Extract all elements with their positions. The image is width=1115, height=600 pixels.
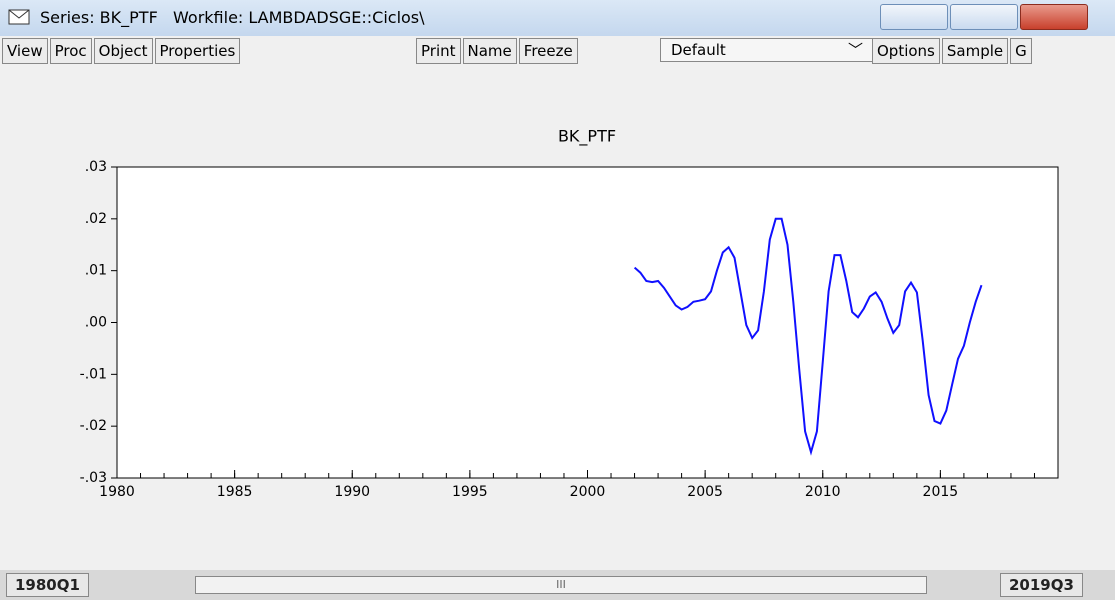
maximize-button[interactable] <box>950 4 1018 30</box>
range-start: 1980Q1 <box>6 573 89 597</box>
toolbar-button[interactable]: Print <box>416 38 461 64</box>
y-tick-label: -.01 <box>80 366 107 382</box>
dropdown-arrow: ﹀ <box>847 41 863 59</box>
toolbar-button[interactable]: Object <box>93 38 153 64</box>
y-tick-label: .01 <box>85 263 107 279</box>
scrollbar[interactable]: III <box>195 576 927 594</box>
y-tick-label: -.03 <box>80 470 107 486</box>
toolbar-button[interactable]: Options <box>872 38 940 64</box>
toolbar-button[interactable]: Freeze <box>518 38 578 64</box>
toolbar-button[interactable]: View <box>2 38 48 64</box>
toolbar-left: View Proc Object Properties <box>2 38 241 64</box>
minimize-button[interactable] <box>880 4 948 30</box>
x-tick-label: 2010 <box>805 484 841 500</box>
toolbar-button[interactable]: Sample <box>941 38 1009 64</box>
x-tick-label: 2015 <box>923 484 959 500</box>
x-tick-label: 1980 <box>99 484 135 500</box>
status-bar: 1980Q1 III 2019Q3 <box>0 570 1115 600</box>
x-tick-label: 1985 <box>217 484 253 500</box>
x-tick-label: 2000 <box>570 484 606 500</box>
toolbar-button[interactable]: Name <box>462 38 517 64</box>
y-tick-label: .03 <box>85 159 107 175</box>
x-tick-label: 2005 <box>687 484 723 500</box>
y-tick-label: .02 <box>85 211 107 227</box>
dropdown-text: Default <box>671 41 726 59</box>
close-button[interactable] <box>1020 4 1088 30</box>
toolbar-right: Options Sample G <box>872 38 1032 64</box>
chart-title: BK_PTF <box>558 127 616 147</box>
scroll-grip: III <box>556 578 566 591</box>
toolbar-button[interactable]: Properties <box>154 38 241 64</box>
plot-area <box>116 166 1059 479</box>
y-tick-label: -.02 <box>80 418 107 434</box>
toolbar-button[interactable]: Proc <box>49 38 92 64</box>
series-line <box>633 217 983 456</box>
x-tick-label: 1990 <box>334 484 370 500</box>
y-tick-label: .00 <box>85 315 107 331</box>
range-end: 2019Q3 <box>1000 573 1083 597</box>
window-icon <box>8 9 30 25</box>
title-bar: Series: BK_PTF Workfile: LAMBDADSGE::Cic… <box>0 0 1115 36</box>
x-tick-label: 1995 <box>452 484 488 500</box>
view-dropdown[interactable]: Default ﹀ <box>660 38 876 62</box>
toolbar-button[interactable]: G <box>1010 38 1032 64</box>
window-title: Series: BK_PTF Workfile: LAMBDADSGE::Cic… <box>40 8 425 27</box>
toolbar-mid: Print Name Freeze <box>416 38 578 64</box>
